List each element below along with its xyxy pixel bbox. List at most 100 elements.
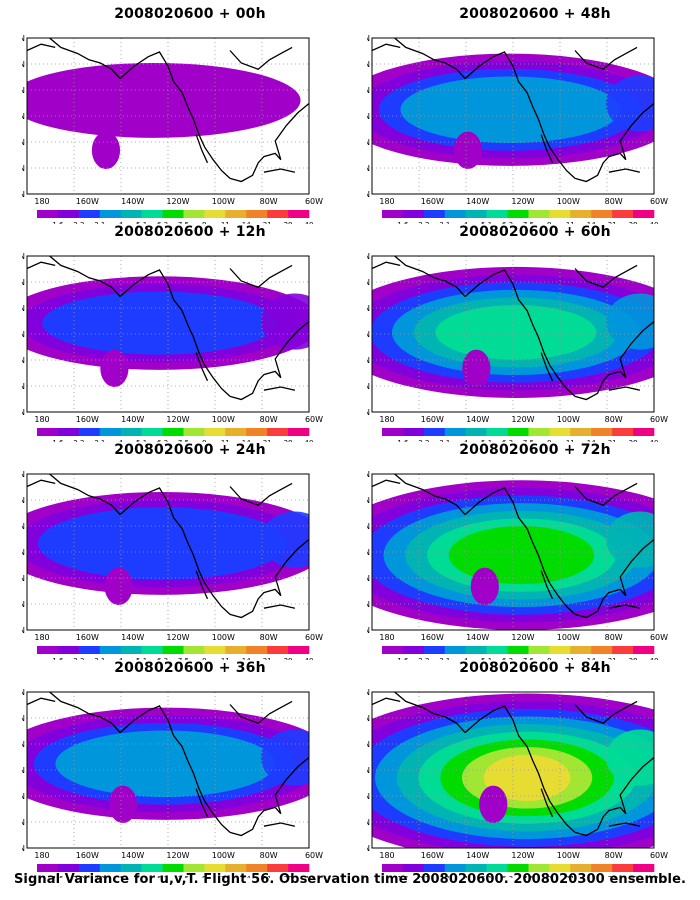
- latitude-label: 70N: [22, 34, 25, 43]
- latitude-label: 60N: [22, 496, 25, 505]
- variance-contour: [470, 567, 499, 606]
- longitude-label: 160W: [76, 633, 99, 642]
- coastline: [229, 264, 293, 288]
- coastline: [619, 321, 655, 378]
- longitude-label: 160W: [76, 415, 99, 424]
- latitude-label: 10N: [367, 408, 370, 417]
- map-area: 70N 60N 50N 40N 30N 20N 10N 180 160W 140W 120W 100W…: [9, 682, 342, 883]
- colorbar-swatch: [225, 428, 247, 436]
- colorbar-swatch: [591, 864, 613, 872]
- longitude-label: 80W: [605, 415, 623, 424]
- colorbar-swatch: [382, 210, 404, 218]
- longitude-label: 80W: [605, 197, 623, 206]
- colorbar-swatch: [382, 428, 404, 436]
- colorbar-swatch: [183, 864, 205, 872]
- map-panel: 2008020600 + 60h 70N 60N 50N 40N 30N 20N 10N 180…: [354, 224, 695, 447]
- latitude-label: 70N: [22, 470, 25, 479]
- colorbar-swatch: [402, 210, 425, 218]
- longitude-label: 140W: [121, 633, 144, 642]
- longitude-label: 80W: [260, 197, 278, 206]
- colorbar-swatch: [78, 646, 101, 654]
- longitude-label: 180: [379, 851, 394, 860]
- colorbar: 1.62.23.145.16.37.591114212940: [382, 428, 658, 447]
- latitude-label: 70N: [22, 252, 25, 261]
- longitude-label: 80W: [260, 633, 278, 642]
- colorbar-swatch: [570, 428, 592, 436]
- latitude-label: 40N: [22, 330, 25, 339]
- variance-contour: [55, 730, 275, 797]
- map-svg: 70N 60N 50N 40N 30N 20N 10N 180 160W 140W 120W 100W…: [354, 688, 668, 883]
- map-panel: 2008020600 + 12h 70N 60N 50N 40N 30N 20N 10N 180…: [9, 224, 350, 447]
- colorbar-swatch: [444, 210, 466, 218]
- colorbar-swatch: [549, 428, 571, 436]
- colorbar-swatch: [37, 210, 59, 218]
- coastline: [263, 822, 296, 827]
- coastline: [540, 570, 554, 600]
- latitude-label: 10N: [22, 408, 25, 417]
- variance-contour: [108, 785, 137, 824]
- colorbar-swatch: [465, 864, 487, 872]
- colorbar-swatch: [423, 864, 446, 872]
- variance-field: [372, 480, 654, 630]
- longitude-label: 140W: [121, 197, 144, 206]
- map-panel: 2008020600 + 84h 70N 60N 50N 40N 30N 20N 10N 180…: [354, 660, 695, 883]
- longitude-label: 160W: [76, 197, 99, 206]
- latitude-label: 40N: [367, 548, 370, 557]
- longitude-label: 160W: [421, 197, 444, 206]
- map-panel: 2008020600 + 24h 70N 60N 50N 40N 30N 20N 10N 180…: [9, 442, 350, 665]
- longitude-label: 140W: [466, 197, 489, 206]
- longitude-label: 180: [379, 197, 394, 206]
- colorbar-swatch: [183, 428, 205, 436]
- longitude-label: 60W: [650, 197, 668, 206]
- latitude-label: 20N: [22, 600, 25, 609]
- map-panel: 2008020600 + 72h 70N 60N 50N 40N 30N 20N 10N 180…: [354, 442, 695, 665]
- colorbar-swatch: [246, 864, 268, 872]
- colorbar-swatch: [288, 210, 310, 218]
- colorbar-swatch: [225, 864, 247, 872]
- colorbar-swatch: [204, 210, 226, 218]
- coastline: [274, 321, 310, 378]
- coastline: [119, 705, 231, 833]
- coastline: [394, 691, 466, 734]
- coastline: [49, 691, 121, 734]
- colorbar-swatch: [402, 864, 425, 872]
- panel-title: 2008020600 + 48h: [459, 6, 611, 22]
- variance-contour: [479, 785, 508, 824]
- variance-contour: [606, 511, 654, 568]
- colorbar: 1.62.23.145.16.37.591114212940: [382, 210, 658, 229]
- panel-title: 2008020600 + 00h: [114, 6, 266, 22]
- longitude-label: 160W: [421, 633, 444, 642]
- colorbar-swatch: [267, 646, 289, 654]
- colorbar-swatch: [486, 864, 508, 872]
- colorbar-swatch: [507, 864, 529, 872]
- coastline: [195, 134, 209, 164]
- coastline: [263, 604, 296, 609]
- longitude-label: 180: [34, 851, 49, 860]
- latitude-label: 50N: [22, 86, 25, 95]
- coastline: [540, 134, 554, 164]
- latitude-label: 50N: [22, 522, 25, 531]
- latitude-label: 10N: [367, 190, 370, 199]
- coastline: [608, 386, 641, 391]
- panel-title: 2008020600 + 72h: [459, 442, 611, 458]
- colorbar-swatch: [444, 646, 466, 654]
- latitude-label: 20N: [367, 382, 370, 391]
- latitude-label: 20N: [22, 818, 25, 827]
- latitude-label: 30N: [367, 574, 370, 583]
- panel-title: 2008020600 + 24h: [114, 442, 266, 458]
- colorbar-swatch: [591, 210, 613, 218]
- colorbar-swatch: [57, 646, 80, 654]
- map-area: 70N 60N 50N 40N 30N 20N 10N 180 160W 140W 120W 100W…: [9, 246, 342, 447]
- variance-field: [27, 62, 301, 170]
- coastline: [464, 51, 576, 179]
- coastline: [394, 37, 466, 80]
- map-area: 70N 60N 50N 40N 30N 20N 10N 180 160W 140W 120W 100W…: [354, 28, 687, 229]
- longitude-label: 140W: [466, 415, 489, 424]
- latitude-label: 70N: [367, 34, 370, 43]
- colorbar-swatch: [225, 210, 247, 218]
- variance-contour: [261, 511, 309, 568]
- variance-field: [372, 53, 654, 170]
- colorbar-swatch: [99, 646, 121, 654]
- coastline: [540, 788, 554, 818]
- colorbar-swatch: [507, 210, 529, 218]
